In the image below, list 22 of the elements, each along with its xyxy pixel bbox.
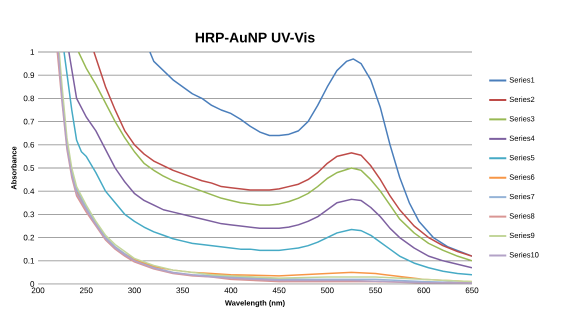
x-tick-label: 450 xyxy=(272,288,286,294)
x-tick-label: 400 xyxy=(224,288,238,294)
x-tick-label: 250 xyxy=(80,288,93,294)
y-tick-label: 0.1 xyxy=(24,258,34,264)
x-tick-label: 600 xyxy=(418,288,430,294)
y-tick-label: 1 xyxy=(30,49,34,55)
x-tick-label: 500 xyxy=(320,288,334,294)
x-tick-label: 550 xyxy=(369,288,382,294)
chart-title: HRP-AuNP UV-Vis xyxy=(196,32,315,42)
y-tick-label: 0.3 xyxy=(24,212,34,218)
x-tick-label: 650 xyxy=(466,288,478,294)
y-tick-label: 0.4 xyxy=(24,188,34,194)
y-tick-label: 0.5 xyxy=(24,165,34,171)
y-tick-label: 0.7 xyxy=(24,118,34,124)
x-tick-label: 300 xyxy=(128,288,141,294)
y-tick-label: 0.6 xyxy=(24,142,34,148)
y-tick-label: 0.2 xyxy=(24,234,34,240)
x-tick-label: 350 xyxy=(176,288,190,294)
y-tick-label: 0.8 xyxy=(24,96,34,102)
y-tick-label: 0 xyxy=(30,281,34,287)
y-tick-label: 0.9 xyxy=(24,72,34,78)
x-tick-label: 200 xyxy=(32,288,44,294)
